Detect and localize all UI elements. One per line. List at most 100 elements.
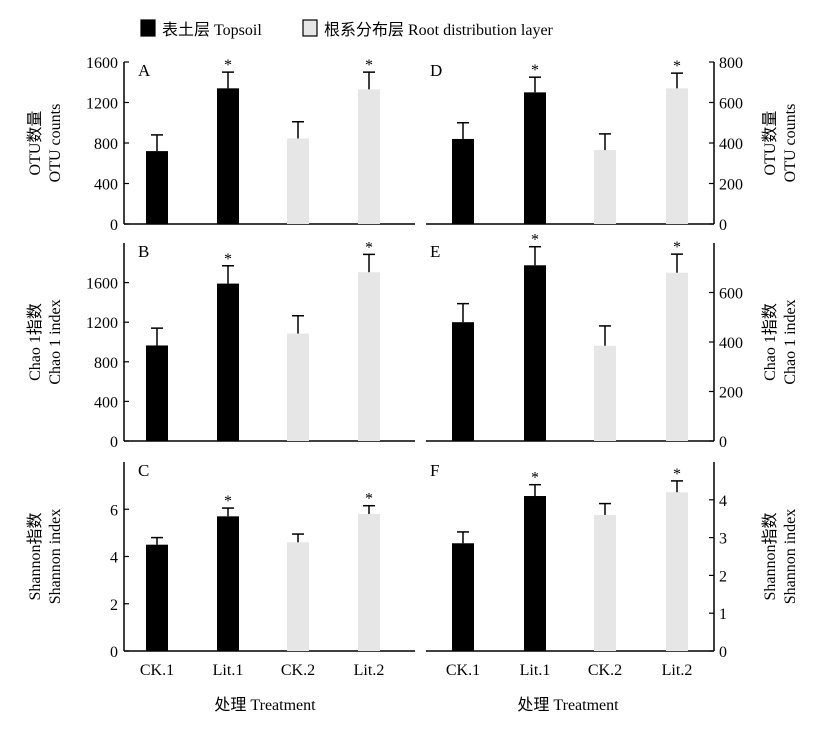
y-tick-label: 200	[719, 385, 743, 402]
x-tick-label: Lit.2	[662, 662, 693, 679]
bar-Lit.2	[666, 492, 688, 651]
bar-CK.1	[452, 138, 474, 224]
panel-letter: B	[138, 242, 149, 261]
panel-C: 0 2 4 6 C * * CK.1 Lit.1 CK.2 Lit.2 Shannon指数 Shanno…	[26, 461, 415, 679]
y-tick-label: 800	[94, 355, 118, 372]
bar-CK.2	[287, 542, 309, 651]
y-axis-title: OTU counts	[47, 104, 64, 183]
panel-F: 0 1 2 3 4 F * * CK.1 Lit.1 CK.2 Lit.2 Shannon指数 Shann…	[426, 461, 799, 679]
bar-Lit.2	[666, 88, 688, 224]
bar-CK.2	[594, 150, 616, 224]
bar-Lit.2	[358, 272, 380, 441]
bar-CK.1	[146, 544, 168, 651]
x-tick-label: CK.1	[140, 662, 174, 679]
bar-Lit.1	[217, 88, 239, 224]
y-axis-title: OTU数量	[761, 111, 779, 176]
bar-Lit.1	[217, 516, 239, 651]
y-tick-label: 800	[94, 136, 118, 153]
y-tick-label: 2	[719, 568, 727, 585]
x-tick-label: CK.2	[588, 662, 622, 679]
legend-swatch-root	[302, 19, 318, 37]
bar-Lit.1	[524, 92, 546, 224]
panel-letter: F	[430, 461, 439, 480]
bar-Lit.1	[217, 283, 239, 441]
legend-label-topsoil: 表土层 Topsoil	[162, 21, 262, 39]
y-tick-label: 1200	[86, 96, 118, 113]
y-axis-title: Shannon index	[782, 509, 799, 605]
panel-letter: E	[430, 242, 440, 261]
bar-Lit.2	[666, 272, 688, 441]
y-tick-label: 1	[719, 606, 727, 623]
y-tick-label: 400	[719, 136, 743, 153]
x-tick-label: CK.2	[281, 662, 315, 679]
y-axis-title: Shannon指数	[26, 512, 44, 600]
significance-mark: *	[224, 251, 232, 268]
y-tick-label: 1600	[86, 276, 118, 293]
bar-CK.2	[287, 138, 309, 224]
y-tick-label: 200	[719, 177, 743, 194]
legend-label-root: 根系分布层 Root distribution layer	[324, 21, 554, 39]
y-axis-title: Shannon指数	[761, 512, 779, 600]
bar-CK.2	[594, 514, 616, 651]
bar-Lit.1	[524, 496, 546, 651]
y-tick-label: 4	[110, 550, 118, 567]
significance-mark: *	[365, 57, 373, 74]
y-axis-title: Chao 1指数	[761, 303, 779, 381]
y-tick-label: 4	[719, 493, 727, 510]
y-tick-label: 2	[110, 597, 118, 614]
bar-CK.2	[594, 345, 616, 441]
bar-CK.1	[146, 345, 168, 441]
bar-Lit.1	[524, 265, 546, 441]
panel-D: 0 200 400 600 800 D * * OTU数量 OTU counts	[426, 55, 799, 234]
panel-letter: A	[138, 61, 151, 80]
y-tick-label: 3	[719, 531, 727, 548]
x-axis-title-right: 处理 Treatment	[517, 696, 619, 714]
y-tick-label: 400	[94, 177, 118, 194]
y-tick-label: 0	[110, 217, 118, 234]
y-tick-label: 600	[719, 96, 743, 113]
panel-E: 0 200 400 600 E * * Chao 1指数 Chao 1 index	[426, 232, 799, 451]
y-tick-label: 600	[719, 286, 743, 303]
y-axis-title: Chao 1 index	[47, 299, 64, 384]
y-tick-label: 0	[719, 644, 727, 661]
bar-Lit.2	[358, 513, 380, 651]
significance-mark: *	[673, 466, 681, 483]
y-tick-label: 6	[110, 502, 118, 519]
y-axis-title: Shannon index	[47, 509, 64, 605]
significance-mark: *	[673, 239, 681, 256]
panel-letter: D	[430, 61, 442, 80]
significance-mark: *	[224, 493, 232, 510]
x-tick-label: Lit.2	[354, 662, 385, 679]
x-tick-label: CK.1	[446, 662, 480, 679]
y-tick-label: 0	[110, 644, 118, 661]
x-tick-label: Lit.1	[520, 662, 551, 679]
y-tick-label: 1200	[86, 315, 118, 332]
bar-Lit.2	[358, 89, 380, 225]
panel-A: 0 400 800 1200 1600 A * * OTU数量 OTU counts	[26, 55, 415, 234]
significance-mark: *	[365, 239, 373, 256]
y-tick-label: 0	[719, 434, 727, 451]
significance-mark: *	[531, 62, 539, 79]
significance-mark: *	[531, 470, 539, 487]
x-axis-title-left: 处理 Treatment	[214, 696, 316, 714]
legend-swatch-topsoil	[140, 19, 156, 37]
y-axis-title: Chao 1指数	[26, 303, 44, 381]
significance-mark: *	[224, 57, 232, 74]
y-axis-title: OTU counts	[782, 104, 799, 183]
y-tick-label: 1600	[86, 55, 118, 72]
y-tick-label: 800	[719, 55, 743, 72]
bar-CK.1	[146, 151, 168, 224]
y-tick-label: 0	[719, 217, 727, 234]
significance-mark: *	[673, 58, 681, 75]
y-tick-label: 400	[719, 335, 743, 352]
y-axis-title: OTU数量	[26, 111, 44, 176]
panel-B: 0 400 800 1200 1600 B * * Chao 1指数 Chao 1 index	[26, 239, 415, 451]
significance-mark: *	[365, 491, 373, 508]
x-tick-label: Lit.1	[213, 662, 244, 679]
bar-CK.2	[287, 333, 309, 441]
y-axis-title: Chao 1 index	[782, 299, 799, 384]
legend: 表土层 Topsoil 根系分布层 Root distribution laye…	[140, 19, 554, 39]
